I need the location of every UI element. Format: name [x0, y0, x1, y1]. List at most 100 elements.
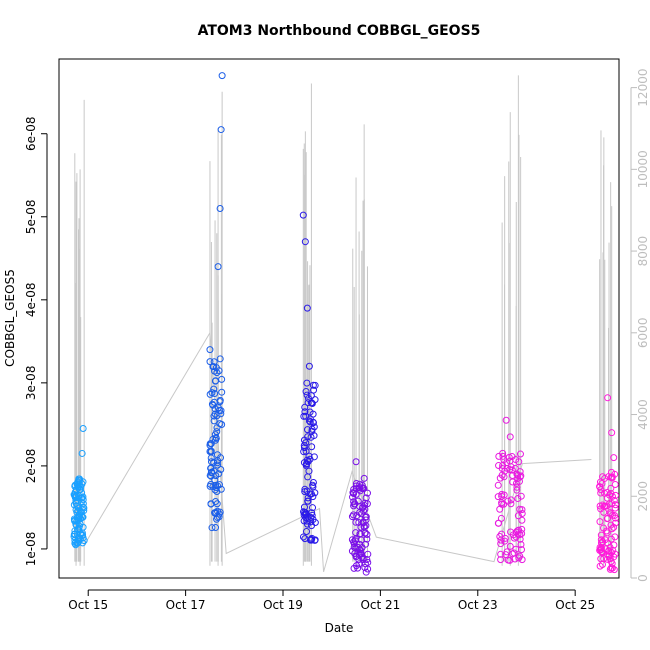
data-point [514, 512, 522, 520]
data-point [217, 410, 225, 418]
data-point [215, 470, 223, 478]
data-point [218, 72, 226, 80]
data-point [495, 452, 503, 460]
data-point [601, 536, 609, 544]
data-point [611, 514, 619, 522]
data-point [497, 556, 505, 564]
data-point [513, 486, 521, 494]
data-point [351, 537, 359, 545]
data-point [499, 461, 507, 469]
x-axis-label: Date [325, 621, 354, 635]
x-tick-label: Oct 21 [360, 598, 400, 612]
data-point [207, 500, 215, 508]
data-point [70, 532, 78, 540]
data-point [363, 535, 371, 543]
data-point [499, 452, 507, 460]
data-point [306, 536, 314, 544]
data-point [214, 457, 222, 465]
data-point [596, 562, 604, 570]
data-point [360, 523, 368, 531]
data-point [307, 399, 315, 407]
data-point [301, 488, 309, 496]
altitude-series [74, 75, 613, 573]
data-point [216, 508, 224, 516]
y-axis-label: COBBGL_GEOS5 [3, 269, 17, 367]
y2-tick-label: 0 [636, 574, 650, 582]
data-point [612, 519, 620, 527]
data-point [74, 526, 82, 534]
data-point [308, 509, 316, 517]
data-point [348, 513, 356, 521]
data-point [610, 566, 618, 574]
data-point [217, 407, 225, 415]
data-point [207, 448, 215, 456]
data-point [608, 429, 616, 437]
y2-tick-label: 2000 [636, 481, 650, 512]
data-point [352, 529, 360, 537]
data-point [496, 505, 504, 513]
data-point [497, 536, 505, 544]
data-point [362, 513, 370, 521]
data-point [308, 522, 316, 530]
data-point [607, 564, 615, 572]
data-point [597, 531, 605, 539]
data-point [212, 377, 220, 385]
data-point [518, 506, 526, 514]
data-point [209, 363, 217, 371]
data-point [306, 418, 314, 426]
y-tick-label: 1e-08 [24, 532, 38, 567]
data-point [308, 425, 316, 433]
y-tick-label: 2e-08 [24, 449, 38, 484]
data-point [76, 520, 84, 528]
x-tick-label: Oct 19 [263, 598, 303, 612]
data-point [309, 419, 317, 427]
data-point [309, 479, 317, 487]
data-point [214, 482, 222, 490]
y2-tick-label: 8000 [636, 236, 650, 267]
data-point [496, 474, 504, 482]
data-point [304, 399, 312, 407]
data-point [517, 472, 525, 480]
data-point [352, 518, 360, 526]
data-point [511, 464, 519, 472]
data-point [301, 508, 309, 516]
data-point [607, 484, 615, 492]
data-point [605, 551, 613, 559]
data-point [304, 494, 312, 502]
data-point [610, 496, 618, 504]
data-point [506, 556, 514, 564]
data-point [74, 539, 82, 547]
data-point [206, 346, 214, 354]
y-tick-label: 6e-08 [24, 116, 38, 151]
data-point [352, 553, 360, 561]
data-point [301, 238, 309, 246]
data-point [508, 471, 516, 479]
data-point [206, 440, 214, 448]
data-point [518, 516, 526, 524]
data-point [310, 423, 318, 431]
data-point [211, 431, 219, 439]
y-tick-label: 4e-08 [24, 283, 38, 318]
data-point [506, 433, 514, 441]
data-point [356, 508, 364, 516]
data-point [502, 416, 510, 424]
data-point [596, 543, 604, 551]
y2-tick-label: 4000 [636, 399, 650, 430]
data-point [213, 369, 221, 377]
data-point [498, 465, 506, 473]
data-point [507, 496, 515, 504]
data-point [349, 511, 357, 519]
data-point [308, 443, 316, 451]
data-point [506, 542, 514, 550]
data-point [355, 518, 363, 526]
data-point [352, 458, 360, 466]
data-point [80, 537, 88, 545]
data-point [608, 560, 616, 568]
data-point [212, 364, 220, 372]
data-point [208, 389, 216, 397]
y2-tick-label: 6000 [636, 318, 650, 349]
data-point [217, 126, 225, 134]
data-point [311, 536, 319, 544]
data-point [207, 468, 215, 476]
data-point [611, 470, 619, 478]
